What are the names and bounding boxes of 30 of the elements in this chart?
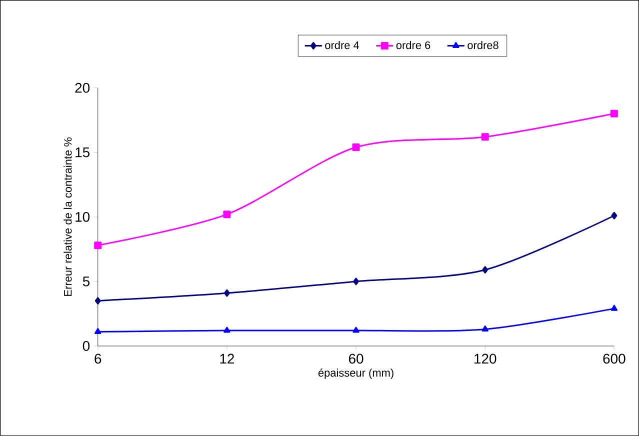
x-tick-label: 12 xyxy=(220,354,234,364)
point xyxy=(224,326,230,333)
point xyxy=(224,289,230,297)
point xyxy=(482,326,488,332)
x-tick-label: 120 xyxy=(474,354,496,364)
point xyxy=(94,297,101,305)
legend-label: ordre 4 xyxy=(325,41,360,50)
y-tick-label: 5 xyxy=(82,276,90,286)
x-tick-label: 60 xyxy=(348,354,364,364)
legend-label: ordre8 xyxy=(468,41,498,50)
y-tick-label: 15 xyxy=(76,148,90,158)
point xyxy=(610,304,618,311)
point xyxy=(94,328,102,334)
point xyxy=(481,133,489,141)
x-axis-title: épaisseur (mm) xyxy=(318,368,394,379)
point xyxy=(610,110,618,118)
x-tick-label: 6 xyxy=(94,354,102,364)
y-tick-label: 20 xyxy=(75,82,90,93)
y-tick-label: 0 xyxy=(82,341,90,352)
point xyxy=(223,210,231,218)
point xyxy=(94,242,102,250)
point xyxy=(611,212,618,220)
x-tick-label: 600 xyxy=(603,354,626,364)
point xyxy=(353,278,360,286)
point xyxy=(352,144,360,152)
point xyxy=(352,326,360,333)
legend-label: ordre 6 xyxy=(396,41,430,50)
y-axis-title: Erreur relative de la contrainte % xyxy=(64,138,72,296)
point xyxy=(482,266,488,274)
y-tick-label: 10 xyxy=(76,212,90,222)
